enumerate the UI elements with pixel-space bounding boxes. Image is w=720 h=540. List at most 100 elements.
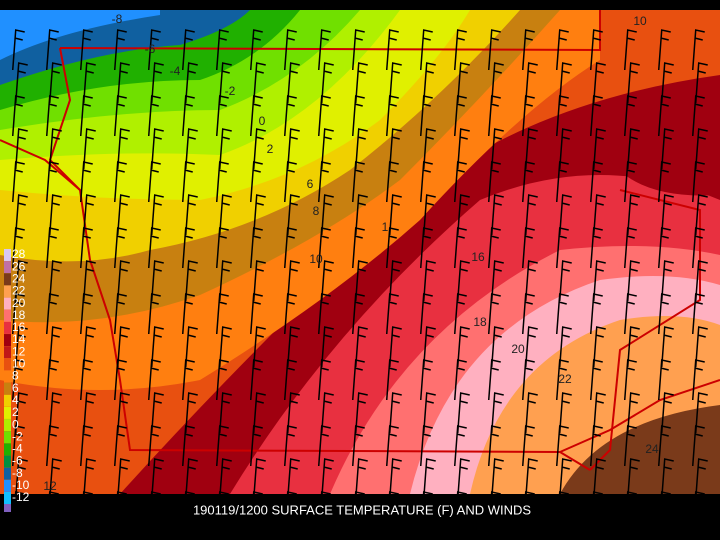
legend-label: 22 (12, 284, 26, 298)
wind-barb (385, 359, 399, 401)
legend-label: -4 (12, 442, 23, 456)
wind-barb (48, 194, 62, 236)
legend-label: 18 (12, 308, 26, 322)
legend-swatch (4, 285, 11, 298)
contour-label: -2 (225, 84, 236, 98)
wind-barb (48, 326, 62, 368)
contour-label: 16 (471, 250, 485, 264)
wind-barb (150, 194, 164, 236)
wind-barb (623, 293, 637, 335)
wind-barb (181, 293, 195, 335)
legend-swatch (4, 309, 11, 322)
wind-barb (113, 95, 127, 137)
wind-barb (150, 62, 164, 104)
wind-barb (286, 260, 300, 302)
wind-barb (487, 491, 501, 533)
wind-barb (694, 392, 708, 434)
wind-barb (354, 194, 368, 236)
wind-barb (252, 392, 266, 434)
wind-barb (184, 128, 198, 170)
wind-barb (48, 260, 62, 302)
wind-barb (592, 392, 606, 434)
wind-barb (79, 293, 93, 335)
wind-barb (589, 293, 603, 335)
wind-barb (456, 194, 470, 236)
wind-barb (388, 260, 402, 302)
wind-barb (249, 227, 263, 269)
wind-barb (385, 95, 399, 137)
legend-label: 24 (12, 271, 26, 285)
wind-barb (521, 359, 535, 401)
wind-barb (694, 326, 708, 368)
wind-barb (691, 29, 705, 71)
legend-swatch (4, 358, 11, 371)
wind-barb (592, 458, 606, 500)
wind-barb (422, 326, 436, 368)
wind-barb (113, 359, 127, 401)
wind-barb (589, 425, 603, 467)
wind-barb (218, 458, 232, 500)
wind-barb (691, 425, 705, 467)
wind-barb (626, 128, 640, 170)
wind-barb (521, 29, 535, 71)
legend-label: 2 (12, 405, 19, 419)
wind-barb (422, 194, 436, 236)
wind-barb (317, 95, 331, 137)
contour-label: 18 (473, 315, 487, 329)
wind-barb (116, 260, 130, 302)
wind-barb (113, 161, 127, 203)
wind-barb (215, 425, 229, 467)
wind-barb (249, 491, 263, 533)
wind-barb (147, 293, 161, 335)
legend-swatch (4, 370, 11, 383)
wind-barbs (11, 29, 708, 533)
wind-barb (218, 128, 232, 170)
contour-label: 0 (259, 114, 266, 128)
legend-swatch (4, 394, 11, 407)
wind-barb (419, 359, 433, 401)
wind-barb (555, 29, 569, 71)
contour-label: 6 (307, 177, 314, 191)
wind-barb (48, 128, 62, 170)
legend-swatch (4, 455, 11, 468)
contour-label: -8 (112, 12, 123, 26)
wind-barb (354, 62, 368, 104)
wind-barb (524, 326, 538, 368)
legend-label: 12 (12, 344, 26, 358)
wind-barb (487, 425, 501, 467)
wind-barb (623, 491, 637, 533)
wind-barb (456, 458, 470, 500)
wind-barb (657, 425, 671, 467)
wind-barb (286, 128, 300, 170)
wind-barb (524, 128, 538, 170)
wind-barb (150, 458, 164, 500)
wind-barb (521, 95, 535, 137)
wind-barb (14, 128, 28, 170)
wind-barb (215, 293, 229, 335)
wind-barb (385, 29, 399, 71)
wind-barb (317, 227, 331, 269)
wind-barb (385, 161, 399, 203)
wind-barb (694, 260, 708, 302)
wind-barb (558, 260, 572, 302)
wind-barb (79, 161, 93, 203)
wind-barb (419, 161, 433, 203)
wind-barb (184, 458, 198, 500)
wind-barb (521, 227, 535, 269)
wind-barb (456, 260, 470, 302)
wind-barb (657, 227, 671, 269)
wind-barb (116, 458, 130, 500)
wind-barb (79, 491, 93, 533)
wind-barb (317, 29, 331, 71)
wind-barb (79, 227, 93, 269)
wind-barb (592, 326, 606, 368)
wind-barb (626, 260, 640, 302)
wind-barb (147, 491, 161, 533)
wind-barb (283, 359, 297, 401)
contour-label: 10 (633, 14, 647, 28)
wind-barb (147, 161, 161, 203)
wind-barb (351, 359, 365, 401)
wind-barb (626, 194, 640, 236)
